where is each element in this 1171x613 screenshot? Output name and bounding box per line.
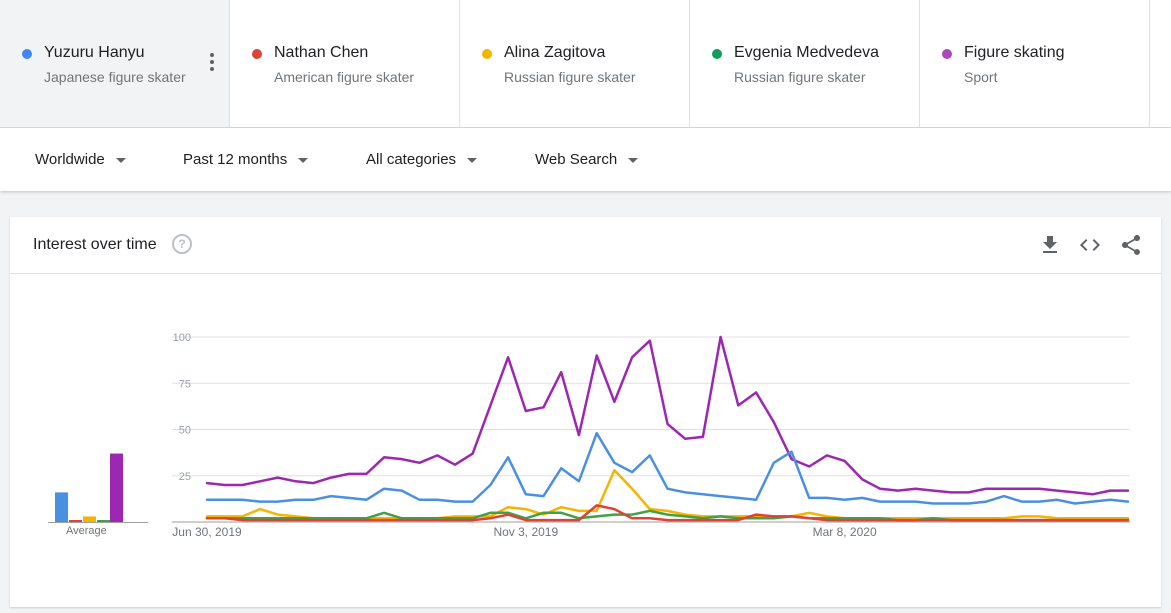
term-subtitle: Sport xyxy=(964,69,998,85)
caret-down-icon xyxy=(628,158,639,163)
interest-chart: 25 50 75 100 Jun 30, 2019 Nov 3, 2019 Mar 8, 2… xyxy=(48,332,1130,539)
y-tick-label: 25 xyxy=(179,471,191,483)
term-name: Alina Zagitova xyxy=(504,44,606,61)
series-line xyxy=(205,504,1130,522)
series-color-dot xyxy=(252,49,262,59)
average-bar xyxy=(55,492,68,522)
average-bar xyxy=(110,453,123,522)
average-label: Average xyxy=(66,525,107,537)
series-color-dot xyxy=(22,49,32,59)
series-line xyxy=(205,335,1130,496)
time-filter-label: Past 12 months xyxy=(183,151,288,168)
average-bar xyxy=(83,516,96,522)
category-filter[interactable]: All categories xyxy=(366,128,478,191)
region-filter-label: Worldwide xyxy=(35,151,105,168)
term-name: Evgenia Medvedeva xyxy=(734,44,879,61)
term-name: Nathan Chen xyxy=(274,44,369,61)
term-subtitle: Russian figure skater xyxy=(504,69,636,85)
compare-terms-bar: Yuzuru Hanyu Japanese figure skater Nathan… xyxy=(0,0,1171,128)
series-color-dot xyxy=(942,49,952,59)
search-type-filter-label: Web Search xyxy=(535,151,618,168)
share-icon[interactable] xyxy=(1119,233,1143,257)
series-color-dot xyxy=(712,49,722,59)
series-line xyxy=(205,431,1130,505)
y-tick-label: 75 xyxy=(179,378,191,390)
term-card[interactable]: Figure skating Sport xyxy=(920,0,1150,127)
more-vert-icon[interactable] xyxy=(204,53,220,73)
x-tick-label: Jun 30, 2019 xyxy=(172,525,242,539)
caret-down-icon xyxy=(115,158,126,163)
term-name: Figure skating xyxy=(964,44,1065,61)
card-title: Interest over time xyxy=(33,236,157,253)
add-term-area[interactable] xyxy=(1150,0,1171,127)
term-subtitle: American figure skater xyxy=(274,69,415,85)
term-card[interactable]: Yuzuru Hanyu Japanese figure skater xyxy=(0,0,230,127)
help-icon[interactable]: ? xyxy=(172,234,192,254)
x-tick-label: Nov 3, 2019 xyxy=(493,525,558,539)
y-tick-label: 50 xyxy=(179,425,191,437)
interest-over-time-card: Interest over time ? 25 50 75 100 Jun 30, 20… xyxy=(10,217,1161,607)
average-bar xyxy=(97,520,110,522)
caret-down-icon xyxy=(467,158,478,163)
term-name: Yuzuru Hanyu xyxy=(44,44,145,61)
category-filter-label: All categories xyxy=(366,151,457,168)
average-bar xyxy=(69,520,82,522)
term-card[interactable]: Nathan Chen American figure skater xyxy=(230,0,460,127)
time-filter[interactable]: Past 12 months xyxy=(183,128,309,191)
x-tick-label: Mar 8, 2020 xyxy=(813,525,877,539)
term-subtitle: Russian figure skater xyxy=(734,69,866,85)
region-filter[interactable]: Worldwide xyxy=(35,128,126,191)
term-card[interactable]: Evgenia Medvedeva Russian figure skater xyxy=(690,0,920,127)
caret-down-icon xyxy=(298,158,309,163)
series-line xyxy=(205,468,1130,520)
y-tick-label: 100 xyxy=(173,332,191,344)
filter-bar: Worldwide Past 12 months All categories … xyxy=(0,128,1171,191)
download-icon[interactable] xyxy=(1038,233,1062,257)
search-type-filter[interactable]: Web Search xyxy=(535,128,639,191)
embed-icon[interactable] xyxy=(1078,233,1102,257)
term-subtitle: Japanese figure skater xyxy=(44,69,186,85)
term-card[interactable]: Alina Zagitova Russian figure skater xyxy=(460,0,690,127)
series-color-dot xyxy=(482,49,492,59)
card-header: Interest over time ? xyxy=(10,217,1161,274)
